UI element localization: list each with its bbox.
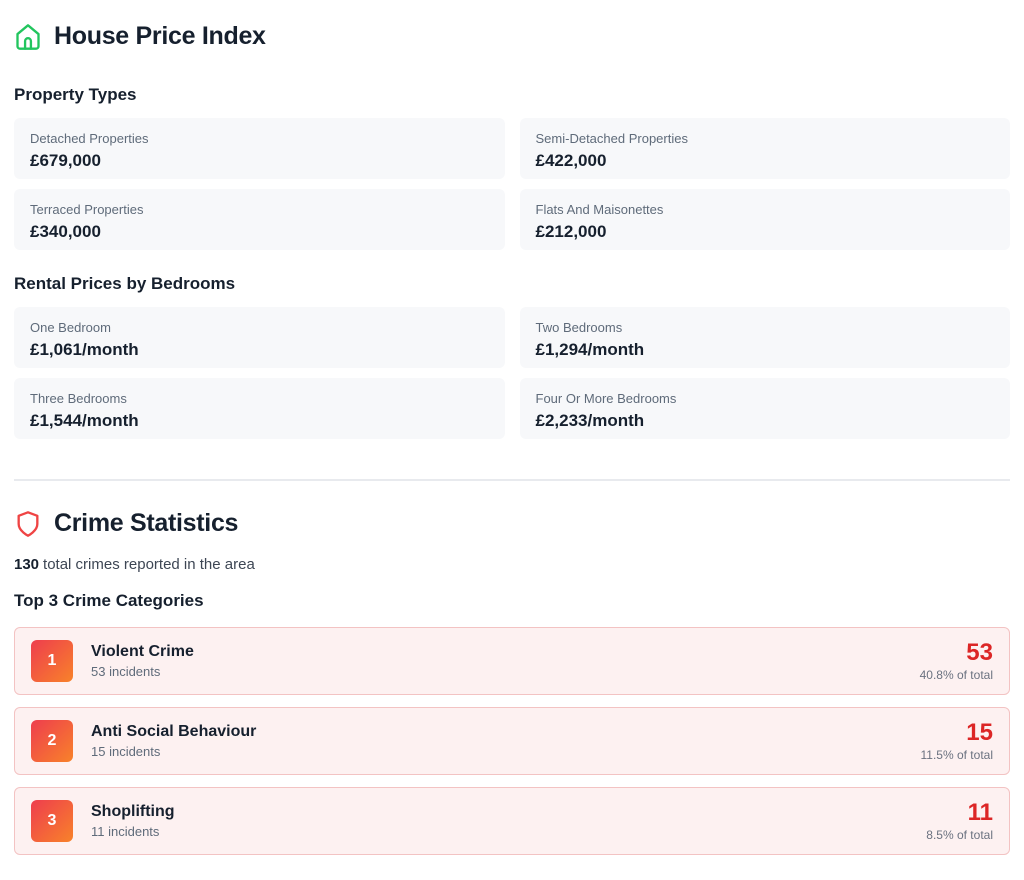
crime-percent: 40.8% of total (919, 668, 993, 683)
crime-statistics-section: Crime Statistics 130 total crimes reporte… (14, 509, 1010, 855)
stat-card-detached: Detached Properties £679,000 (14, 118, 505, 179)
home-icon (16, 23, 40, 50)
rank-badge: 3 (31, 800, 73, 842)
stat-value: £212,000 (535, 222, 607, 241)
house-price-section: House Price Index Property Types Detache… (14, 22, 1010, 439)
stat-value: £422,000 (535, 151, 607, 170)
crime-percent: 8.5% of total (926, 828, 993, 843)
crime-totals: 11 8.5% of total (926, 798, 993, 843)
crime-info: Shoplifting 11 incidents (91, 803, 926, 839)
rental-prices-heading: Rental Prices by Bedrooms (14, 274, 236, 293)
stat-card-two-bedrooms: Two Bedrooms £1,294/month (519, 307, 1010, 368)
stat-value: £340,000 (30, 222, 101, 241)
house-price-header: House Price Index (14, 22, 1010, 51)
stat-value: £1,294/month (535, 340, 645, 359)
stat-label: Terraced Properties (30, 202, 144, 217)
stat-label: Detached Properties (30, 131, 149, 146)
rental-prices-grid: One Bedroom £1,061/month Two Bedrooms £1… (14, 307, 1010, 439)
stat-value: £1,061/month (30, 340, 139, 359)
stat-label: Semi-Detached Properties (535, 131, 688, 146)
property-types-heading: Property Types (14, 85, 137, 104)
stat-card-semi-detached: Semi-Detached Properties £422,000 (519, 118, 1010, 179)
crime-incidents: 53 incidents (91, 664, 161, 679)
crime-card-shoplifting: 3 Shoplifting 11 incidents 11 8.5% of to… (14, 787, 1010, 855)
crime-count: 53 (966, 638, 993, 666)
stat-label: Four Or More Bedrooms (535, 391, 677, 406)
crime-count: 11 (967, 798, 993, 826)
section-divider (14, 479, 1010, 481)
top-crime-categories-heading: Top 3 Crime Categories (14, 591, 204, 610)
stat-value: £1,544/month (30, 411, 139, 430)
crime-percent: 11.5% of total (920, 748, 994, 763)
stat-label: Flats And Maisonettes (535, 202, 664, 217)
total-crimes-text: 130 total crimes reported in the area (14, 556, 1010, 573)
crime-count: 15 (966, 718, 993, 746)
crime-statistics-header: Crime Statistics (14, 509, 1010, 538)
stat-value: £2,233/month (535, 411, 645, 430)
property-types-grid: Detached Properties £679,000 Semi-Detach… (14, 118, 1010, 250)
house-price-title: House Price Index (54, 22, 266, 50)
rank-badge: 2 (31, 720, 73, 762)
crime-name: Shoplifting (91, 803, 175, 820)
crime-card-anti-social-behaviour: 2 Anti Social Behaviour 15 incidents 15 … (14, 707, 1010, 775)
shield-icon (17, 510, 39, 537)
crime-totals: 53 40.8% of total (919, 638, 993, 683)
crime-incidents: 11 incidents (91, 824, 160, 839)
crime-totals: 15 11.5% of total (920, 718, 994, 763)
total-crimes-suffix: total crimes reported in the area (43, 556, 255, 573)
stat-card-three-bedrooms: Three Bedrooms £1,544/month (14, 378, 505, 439)
crime-name: Violent Crime (91, 643, 194, 660)
total-crimes-count: 130 (14, 556, 40, 573)
crime-category-list: 1 Violent Crime 53 incidents 53 40.8% of… (14, 627, 1010, 855)
crime-name: Anti Social Behaviour (91, 723, 257, 740)
crime-info: Anti Social Behaviour 15 incidents (91, 723, 921, 759)
crime-statistics-title: Crime Statistics (54, 509, 239, 537)
stat-card-terraced: Terraced Properties £340,000 (14, 189, 505, 250)
stat-card-one-bedroom: One Bedroom £1,061/month (14, 307, 505, 368)
crime-info: Violent Crime 53 incidents (91, 643, 920, 679)
stat-label: Three Bedrooms (30, 391, 127, 406)
rank-badge: 1 (31, 640, 73, 682)
stat-card-flats: Flats And Maisonettes £212,000 (519, 189, 1010, 250)
stat-label: Two Bedrooms (535, 320, 623, 335)
stat-label: One Bedroom (30, 320, 111, 335)
stat-card-four-or-more-bedrooms: Four Or More Bedrooms £2,233/month (519, 378, 1010, 439)
crime-incidents: 15 incidents (91, 744, 161, 759)
stat-value: £679,000 (30, 151, 101, 170)
crime-card-violent-crime: 1 Violent Crime 53 incidents 53 40.8% of… (14, 627, 1010, 695)
